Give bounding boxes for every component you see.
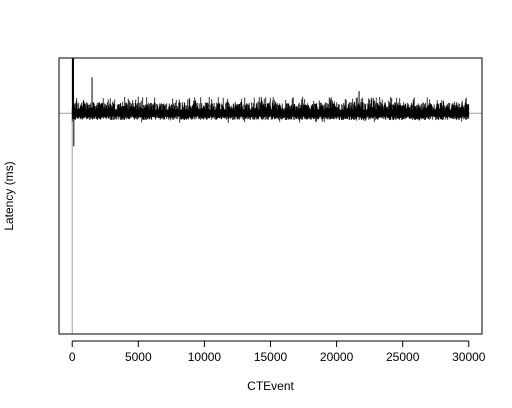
x-tick-label: 25000: [386, 350, 420, 364]
latency-series: [71, 58, 470, 147]
latency-trace: [71, 96, 470, 123]
x-tick-label: 15000: [254, 350, 288, 364]
x-tick-label: 20000: [320, 350, 354, 364]
x-tick-label: 5000: [125, 350, 152, 364]
x-tick-label: 30000: [452, 350, 486, 364]
y-axis-label: Latency (ms): [2, 161, 16, 230]
x-axis: 0 5000 10000 15000 20000 25000 30000: [69, 340, 486, 364]
latency-core-band: [72, 109, 469, 117]
plot-frame: [58, 57, 483, 335]
x-axis-label: CTEvent: [247, 379, 294, 393]
x-tick-label: 10000: [188, 350, 222, 364]
x-tick-label: 0: [69, 350, 76, 364]
